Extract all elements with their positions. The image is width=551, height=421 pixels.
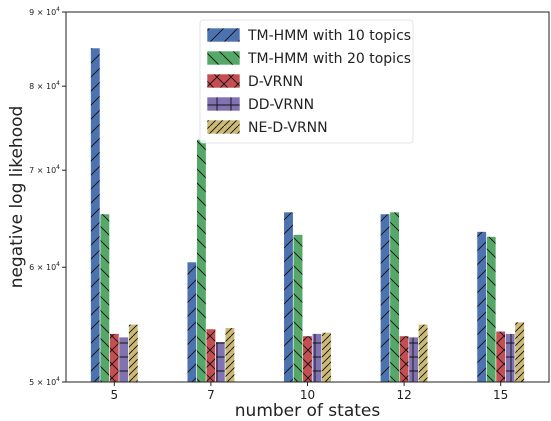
- bar-d-vrnn-5: [109, 333, 120, 383]
- bar-ne-d-vrnn-15: [514, 321, 525, 383]
- y-axis-label: negative log likehood: [7, 106, 27, 289]
- bar-dd-vrnn-15: [505, 333, 516, 383]
- y-tick-label: 9 × 104: [29, 6, 60, 17]
- bar-tm-hmm-with-10-topics-10: [283, 211, 294, 383]
- bar-dd-vrnn-7: [215, 341, 226, 383]
- x-tick-label: 12: [396, 388, 411, 402]
- y-tick-label-base: 6 × 10: [29, 263, 56, 272]
- x-tick-label: 15: [493, 388, 508, 402]
- bar-tm-hmm-with-20-topics-15: [486, 236, 497, 383]
- legend-swatch: [206, 119, 241, 135]
- y-tick-label-base: 7 × 10: [29, 166, 56, 175]
- bar-dd-vrnn-10: [311, 333, 323, 383]
- bar-tm-hmm-with-20-topics-12: [389, 211, 400, 383]
- y-tick-label-exponent: 4: [56, 164, 60, 171]
- bar-ne-d-vrnn-12: [418, 323, 429, 383]
- legend-label: D-VRNN: [248, 74, 303, 90]
- bar-tm-hmm-with-10-topics-12: [380, 213, 391, 383]
- bar-ne-d-vrnn-5: [128, 323, 139, 383]
- bars-layer: [90, 47, 525, 383]
- legend-swatch: [206, 50, 241, 66]
- bar-d-vrnn-15: [495, 330, 506, 383]
- legend-label: TM-HMM with 20 topics: [247, 51, 411, 67]
- y-tick-label-exponent: 4: [56, 376, 60, 383]
- bar-tm-hmm-with-20-topics-5: [99, 213, 110, 383]
- bar-ne-d-vrnn-7: [224, 327, 235, 383]
- y-tick-label-exponent: 4: [56, 80, 60, 87]
- y-tick-label-exponent: 4: [56, 261, 60, 268]
- y-tick-label-base: 8 × 10: [29, 82, 56, 91]
- legend-swatch: [206, 73, 241, 89]
- x-axis-label: number of states: [235, 401, 381, 421]
- y-tick-label: 8 × 104: [29, 80, 60, 91]
- y-tick-label-exponent: 4: [56, 6, 60, 13]
- legend-label: DD-VRNN: [248, 97, 314, 113]
- bar-d-vrnn-12: [399, 335, 410, 383]
- bar-tm-hmm-with-10-topics-7: [186, 261, 197, 383]
- legend: TM-HMM with 10 topics TM-HMM with 20 topi…: [199, 19, 414, 144]
- bar-tm-hmm-with-20-topics-10: [292, 234, 304, 383]
- bar-dd-vrnn-12: [408, 336, 419, 383]
- bar-dd-vrnn-5: [118, 336, 129, 383]
- legend-swatch: [206, 27, 241, 43]
- bar-tm-hmm-with-20-topics-7: [196, 139, 207, 383]
- y-tick-label: 5 × 104: [29, 376, 60, 387]
- bar-tm-hmm-with-10-topics-15: [476, 231, 487, 383]
- bar-d-vrnn-7: [205, 328, 216, 383]
- y-tick-label: 7 × 104: [29, 164, 60, 175]
- bar-ne-d-vrnn-10: [321, 332, 332, 383]
- legend-frame: [199, 19, 414, 144]
- y-tick-label-base: 5 × 10: [29, 378, 56, 387]
- y-tick-label-base: 9 × 10: [29, 8, 56, 17]
- x-tick-label: 7: [207, 388, 215, 402]
- x-axis-ticks: 5 7 10 12 15: [110, 382, 508, 402]
- bar-tm-hmm-with-10-topics-5: [90, 47, 101, 383]
- x-tick-label: 10: [300, 388, 315, 402]
- legend-label: NE-D-VRNN: [248, 120, 328, 136]
- y-tick-label: 6 × 104: [29, 261, 60, 272]
- x-tick-label: 5: [110, 388, 118, 402]
- legend-swatch: [206, 96, 241, 112]
- bar-d-vrnn-10: [302, 335, 313, 383]
- legend-label: TM-HMM with 10 topics: [247, 28, 411, 44]
